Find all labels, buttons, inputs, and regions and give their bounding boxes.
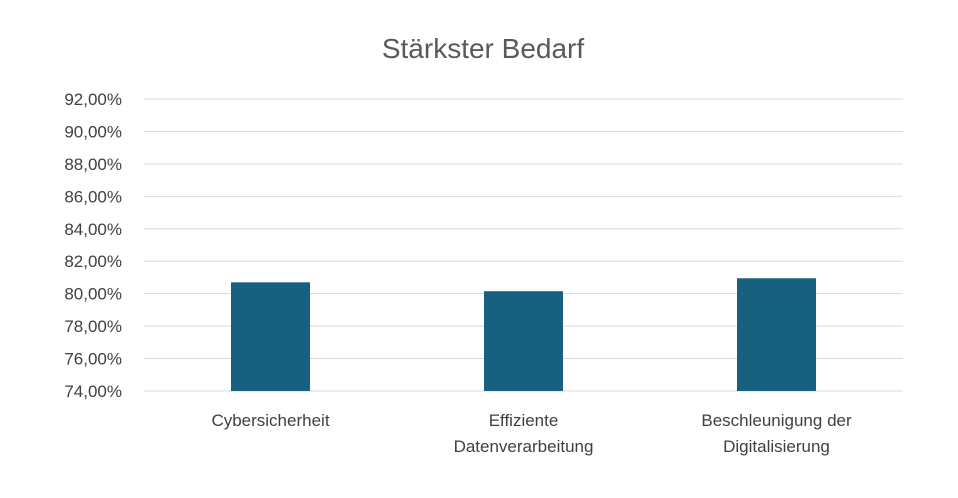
category-label: Cybersicherheit (211, 411, 329, 430)
bar (484, 291, 563, 391)
category-label-line: Effiziente (489, 411, 559, 430)
y-tick-label: 76,00% (64, 350, 122, 369)
y-tick-label: 74,00% (64, 382, 122, 401)
x-axis-category-labels: Cybersicherheit Effiziente Datenverarbeitu… (211, 411, 852, 456)
y-tick-label: 80,00% (64, 285, 122, 304)
bar (737, 278, 816, 391)
category-label-line: Datenverarbeitung (454, 437, 594, 456)
bars (231, 278, 816, 391)
y-tick-label: 84,00% (64, 220, 122, 239)
y-tick-label: 82,00% (64, 252, 122, 271)
y-tick-label: 78,00% (64, 317, 122, 336)
category-label: Beschleunigung der Digitalisierung (701, 411, 852, 456)
chart-title: Stärkster Bedarf (382, 33, 585, 64)
y-tick-label: 92,00% (64, 90, 122, 109)
y-tick-label: 88,00% (64, 155, 122, 174)
category-label-line: Cybersicherheit (211, 411, 329, 430)
y-tick-label: 90,00% (64, 122, 122, 141)
category-label: Effiziente Datenverarbeitung (454, 411, 594, 456)
category-label-line: Beschleunigung der (701, 411, 852, 430)
y-tick-label: 86,00% (64, 187, 122, 206)
bar (231, 282, 310, 391)
y-axis-tick-labels: 74,00% 76,00% 78,00% 80,00% 82,00% 84,00% 86,0… (64, 90, 122, 401)
category-label-line: Digitalisierung (723, 437, 830, 456)
